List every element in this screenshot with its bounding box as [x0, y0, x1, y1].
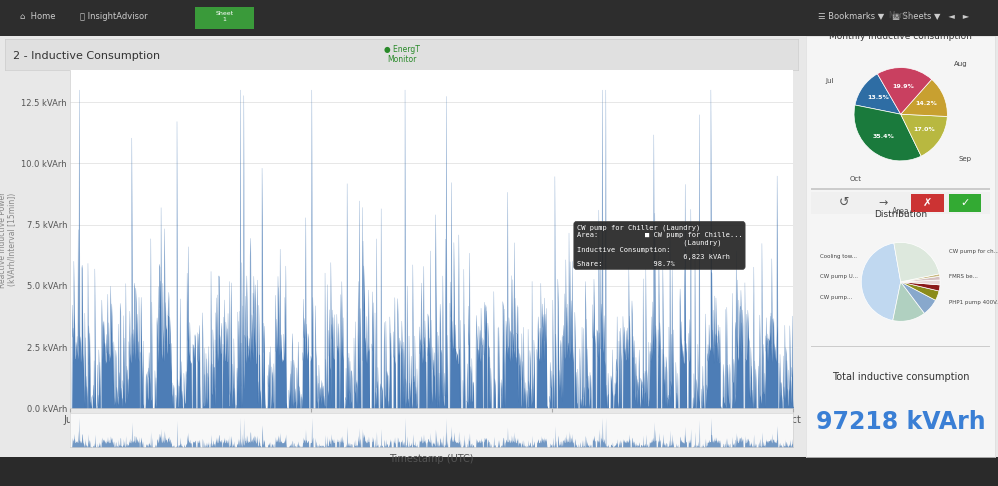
Wedge shape	[900, 282, 935, 313]
Text: PHP1 pump 400V...: PHP1 pump 400V...	[949, 299, 998, 305]
Text: Month: Month	[888, 11, 913, 19]
Wedge shape	[893, 282, 924, 321]
Text: Timestamp (UTC): Timestamp (UTC)	[389, 454, 474, 464]
Text: Total inductive consumption: Total inductive consumption	[832, 372, 969, 382]
Text: Cooling tow...: Cooling tow...	[819, 254, 857, 259]
Wedge shape	[894, 243, 939, 282]
Wedge shape	[900, 274, 940, 282]
Wedge shape	[877, 68, 932, 114]
Bar	[195, 7, 254, 29]
Wedge shape	[901, 114, 947, 156]
Wedge shape	[854, 105, 921, 161]
Wedge shape	[900, 280, 940, 285]
Text: CW pump for Chiller (Laundry)
Area:           ■ CW pump for Chille...
          : CW pump for Chiller (Laundry) Area: ■ CW…	[577, 225, 743, 267]
Text: ⌂  Home: ⌂ Home	[20, 12, 56, 21]
Text: CW pump U...: CW pump U...	[819, 274, 858, 279]
Text: 2 - Inductive Consumption: 2 - Inductive Consumption	[13, 51, 160, 61]
Text: CW pump for ch...: CW pump for ch...	[949, 249, 998, 254]
Text: Jul: Jul	[825, 78, 833, 84]
Text: 19.9%: 19.9%	[892, 84, 914, 89]
Bar	[911, 194, 943, 212]
Text: FMRS be...: FMRS be...	[949, 274, 978, 279]
Text: 13.5%: 13.5%	[867, 95, 889, 101]
Text: 14.2%: 14.2%	[915, 101, 937, 106]
Bar	[949, 194, 981, 212]
Wedge shape	[900, 276, 940, 282]
Text: Area: Area	[892, 207, 909, 216]
Wedge shape	[901, 79, 947, 117]
Text: ✓: ✓	[960, 198, 970, 208]
Text: CW pump...: CW pump...	[819, 295, 852, 299]
Text: Aug: Aug	[954, 61, 968, 67]
Text: Oct: Oct	[849, 176, 861, 182]
Text: 35.4%: 35.4%	[872, 134, 894, 139]
Text: →: →	[878, 198, 887, 208]
Wedge shape	[861, 243, 900, 320]
Text: ☰ Bookmarks ▼   ▦ Sheets ▼   ◄   ►: ☰ Bookmarks ▼ ▦ Sheets ▼ ◄ ►	[818, 12, 970, 21]
Text: Sheet
1: Sheet 1	[216, 11, 234, 22]
Y-axis label: Reactive Inductive Power
(kVArh/Interval [15min]): Reactive Inductive Power (kVArh/Interval…	[0, 191, 17, 288]
Text: 📊 InsightAdvisor: 📊 InsightAdvisor	[80, 12, 148, 21]
Title: Distribution: Distribution	[874, 209, 927, 219]
Title: Monthly Inductive consumption: Monthly Inductive consumption	[829, 32, 972, 40]
Wedge shape	[900, 282, 939, 300]
Text: ✗: ✗	[923, 198, 932, 208]
Text: 17.0%: 17.0%	[913, 127, 935, 132]
Text: ↺: ↺	[838, 196, 848, 209]
Wedge shape	[855, 74, 901, 114]
Text: 97218 kVArh: 97218 kVArh	[816, 410, 985, 434]
Text: ● EnergT
Monitor: ● EnergT Monitor	[384, 45, 419, 64]
Text: Sep: Sep	[959, 156, 972, 162]
Wedge shape	[900, 282, 940, 291]
